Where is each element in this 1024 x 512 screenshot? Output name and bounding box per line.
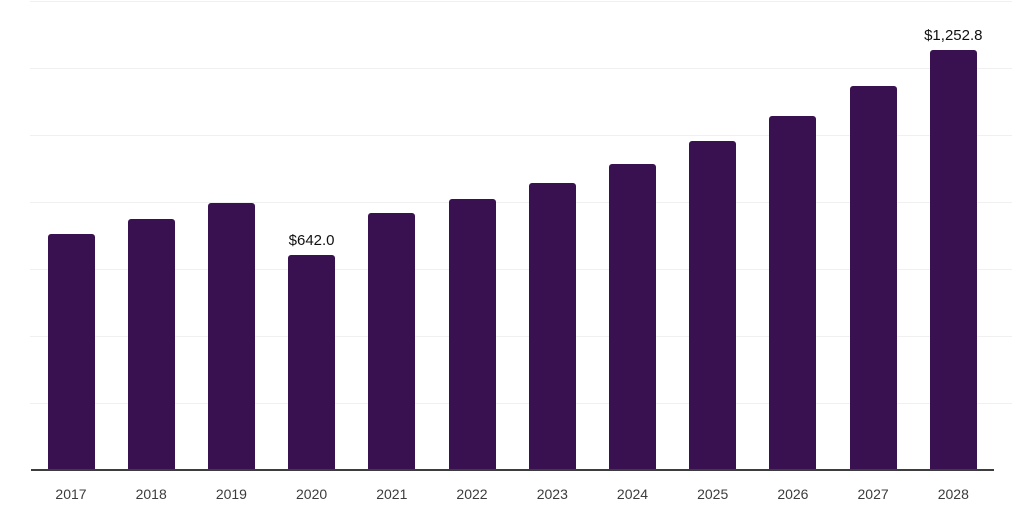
x-tick-2021: 2021 — [376, 486, 408, 502]
bar-2027 — [849, 85, 897, 470]
gridline-600 — [30, 268, 1012, 270]
value-label-2028: $1,252.8 — [924, 27, 983, 45]
bar-2025 — [689, 141, 737, 470]
x-tick-2028: 2028 — [937, 486, 969, 502]
gridline-200 — [30, 402, 1012, 404]
x-tick-2017: 2017 — [55, 486, 87, 502]
gridline-800 — [30, 201, 1012, 203]
value-label-2020: $642.0 — [288, 231, 335, 249]
gridline-400 — [30, 335, 1012, 337]
x-tick-2018: 2018 — [135, 486, 167, 502]
bar-2020 — [288, 254, 336, 470]
x-tick-2026: 2026 — [777, 486, 809, 502]
x-tick-2020: 2020 — [296, 486, 328, 502]
gridline-1200 — [30, 68, 1012, 70]
gridline-1000 — [30, 135, 1012, 136]
bar-2028 — [929, 50, 977, 470]
bar-2019 — [207, 202, 255, 470]
x-tick-2024: 2024 — [616, 486, 649, 502]
x-tick-2025: 2025 — [697, 486, 729, 502]
x-tick-2023: 2023 — [536, 486, 568, 502]
x-tick-2019: 2019 — [215, 486, 247, 502]
x-tick-2022: 2022 — [456, 486, 488, 502]
bar-2018 — [127, 219, 175, 470]
gridline-1400 — [30, 1, 1012, 3]
x-tick-2027: 2027 — [857, 486, 889, 502]
bar-2017 — [47, 233, 95, 470]
x-axis-line — [31, 469, 994, 471]
bar-2026 — [769, 115, 817, 470]
bar-2023 — [528, 182, 576, 470]
bar-2022 — [448, 199, 496, 470]
bar-2024 — [609, 163, 656, 470]
bar-2021 — [368, 212, 416, 470]
